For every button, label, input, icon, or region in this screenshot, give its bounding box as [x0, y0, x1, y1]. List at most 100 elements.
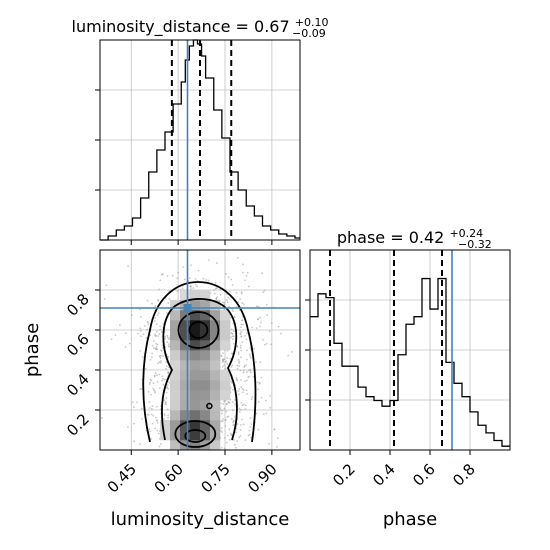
scatter-point	[235, 291, 238, 294]
scatter-point	[287, 354, 290, 357]
scatter-point	[124, 345, 127, 348]
density-cell	[210, 440, 221, 451]
scatter-point	[176, 277, 179, 280]
scatter-point	[155, 342, 157, 345]
scatter-point	[244, 408, 247, 410]
scatter-point	[154, 317, 157, 319]
density-cell	[180, 330, 191, 341]
scatter-point	[227, 276, 230, 279]
scatter-point	[151, 356, 153, 359]
scatter-point	[148, 428, 151, 431]
scatter-point	[143, 325, 146, 327]
scatter-point	[238, 436, 241, 439]
scatter-point	[257, 318, 260, 321]
scatter-point	[224, 418, 227, 421]
scatter-point	[262, 338, 264, 341]
scatter-point	[139, 308, 141, 311]
scatter-point	[238, 360, 241, 363]
scatter-point	[232, 335, 235, 338]
scatter-point	[263, 289, 266, 292]
scatter-point	[224, 367, 227, 370]
scatter-point	[226, 434, 229, 437]
scatter-point	[239, 344, 242, 347]
scatter-point	[166, 334, 169, 337]
scatter-point	[265, 342, 268, 345]
scatter-point	[189, 285, 192, 287]
scatter-point	[231, 364, 234, 367]
scatter-point	[146, 413, 149, 416]
scatter-point	[101, 417, 103, 419]
scatter-point	[244, 380, 246, 383]
density-cell	[210, 340, 221, 351]
scatter-point	[216, 296, 218, 298]
scatter-point	[232, 424, 235, 427]
scatter-point	[232, 330, 235, 333]
scatter-point	[168, 298, 171, 300]
scatter-point	[156, 421, 159, 424]
scatter-point	[239, 435, 242, 437]
scatter-point	[249, 370, 252, 372]
scatter-point	[222, 360, 225, 363]
density-cell	[190, 300, 201, 311]
scatter-point	[242, 323, 244, 326]
density-cell	[200, 410, 211, 421]
density-cell	[200, 370, 211, 381]
scatter-point	[259, 325, 261, 328]
scatter-point	[231, 381, 233, 384]
scatter-point	[188, 277, 191, 279]
scatter-point	[133, 422, 136, 425]
scatter-point	[219, 430, 222, 432]
scatter-point	[263, 343, 266, 346]
scatter-point	[149, 381, 151, 384]
scatter-point	[205, 279, 208, 281]
x-tick-label: 0.45	[104, 460, 140, 496]
density-panel: 0.45 0.60 0.75 0.90 0.2 0.4 0.6 0.8	[63, 249, 301, 496]
scatter-point	[219, 288, 222, 291]
scatter-point	[154, 416, 157, 419]
scatter-point	[225, 410, 228, 413]
contour-line	[177, 311, 220, 349]
density-cell	[200, 400, 211, 411]
scatter-point	[161, 346, 164, 349]
scatter-point	[244, 334, 246, 337]
scatter-point	[249, 347, 252, 350]
scatter-point	[246, 332, 248, 335]
density-cell	[160, 430, 171, 441]
scatter-point	[222, 418, 224, 421]
density-cell	[220, 390, 231, 401]
scatter-point	[124, 332, 127, 335]
scatter-point	[194, 283, 197, 286]
density-cell	[180, 290, 191, 301]
scatter-point	[196, 285, 198, 288]
scatter-point	[223, 437, 226, 439]
scatter-point	[154, 372, 157, 375]
scatter-point	[221, 420, 224, 422]
scatter-point	[168, 343, 170, 346]
scatter-point	[242, 403, 245, 406]
scatter-point	[151, 352, 154, 355]
scatter-point	[230, 380, 233, 383]
scatter-point	[240, 423, 242, 426]
scatter-point	[231, 401, 234, 403]
scatter-point	[158, 288, 161, 291]
density-cell	[200, 310, 211, 321]
scatter-point	[157, 312, 160, 315]
scatter-point	[182, 266, 185, 268]
scatter-point	[222, 402, 225, 405]
scatter-point	[242, 303, 245, 306]
scatter-point	[249, 357, 252, 359]
scatter-point	[155, 345, 158, 348]
scatter-point	[244, 439, 247, 442]
scatter-point	[239, 356, 242, 359]
scatter-point	[158, 355, 161, 358]
scatter-point	[226, 349, 229, 352]
scatter-point	[232, 439, 235, 441]
scatter-point	[213, 289, 215, 292]
scatter-point	[146, 328, 149, 331]
density-cell	[190, 400, 201, 411]
scatter-point	[224, 424, 227, 427]
scatter-point	[240, 401, 243, 404]
x-tick-label: 0.4	[369, 460, 399, 490]
scatter-point	[197, 269, 200, 272]
